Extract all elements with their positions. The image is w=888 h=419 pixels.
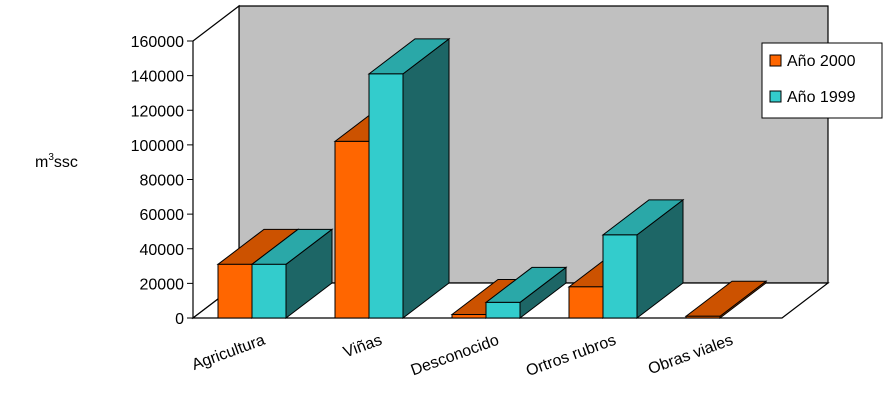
y-tick-label: 140000 bbox=[131, 69, 184, 86]
bar-4-0 bbox=[684, 280, 768, 320]
bar-front bbox=[485, 301, 521, 319]
legend: Año 2000 Año 1999 bbox=[761, 42, 883, 119]
x-tick-label: Ortros rubros bbox=[524, 332, 618, 380]
x-tick-label: Agricultura bbox=[190, 332, 268, 374]
bar-side bbox=[402, 37, 450, 320]
x-tick-label: Obras viales bbox=[646, 332, 735, 378]
y-axis-title-rest: ssc bbox=[54, 154, 78, 171]
y-axis-title-sup: 3 bbox=[48, 152, 54, 163]
y-tick-label: 80000 bbox=[140, 173, 185, 190]
x-tick-label: Viñas bbox=[341, 332, 384, 362]
y-axis: 0 20000 40000 60000 80000 100000 120000 140000 1… bbox=[131, 34, 193, 328]
bar-2-1 bbox=[484, 266, 568, 320]
legend-label-2000: Año 2000 bbox=[787, 53, 856, 70]
y-tick-label: 100000 bbox=[131, 138, 184, 155]
legend-swatch-2000 bbox=[769, 54, 782, 67]
y-tick-label: 120000 bbox=[131, 103, 184, 120]
bar-front bbox=[685, 315, 721, 319]
bar-front bbox=[217, 263, 253, 319]
bar-1-1 bbox=[367, 37, 451, 320]
bar-front bbox=[334, 140, 370, 319]
legend-box bbox=[761, 42, 883, 119]
y-tick-label: 60000 bbox=[140, 207, 185, 224]
bar-front bbox=[251, 263, 287, 319]
bar-front bbox=[368, 73, 404, 319]
y-axis-title: m3ssc bbox=[35, 152, 78, 171]
y-tick-label: 20000 bbox=[140, 276, 185, 293]
bar-3-1 bbox=[601, 198, 685, 320]
bar-front bbox=[602, 234, 638, 319]
legend-swatch-1999 bbox=[769, 90, 782, 103]
y-tick-label: 40000 bbox=[140, 242, 185, 259]
bar-0-1 bbox=[250, 228, 334, 320]
y-tick-label: 160000 bbox=[131, 34, 184, 51]
x-tick-label: Desconocido bbox=[409, 332, 502, 380]
y-axis-title-base: m bbox=[35, 154, 48, 171]
bar-front bbox=[568, 286, 604, 319]
y-tick-label: 0 bbox=[175, 311, 184, 328]
bar-front bbox=[451, 314, 487, 319]
legend-label-1999: Año 1999 bbox=[787, 89, 856, 106]
bars bbox=[216, 37, 768, 320]
x-axis-labels: Agricultura Viñas Desconocido Ortros rubros… bbox=[190, 332, 736, 380]
